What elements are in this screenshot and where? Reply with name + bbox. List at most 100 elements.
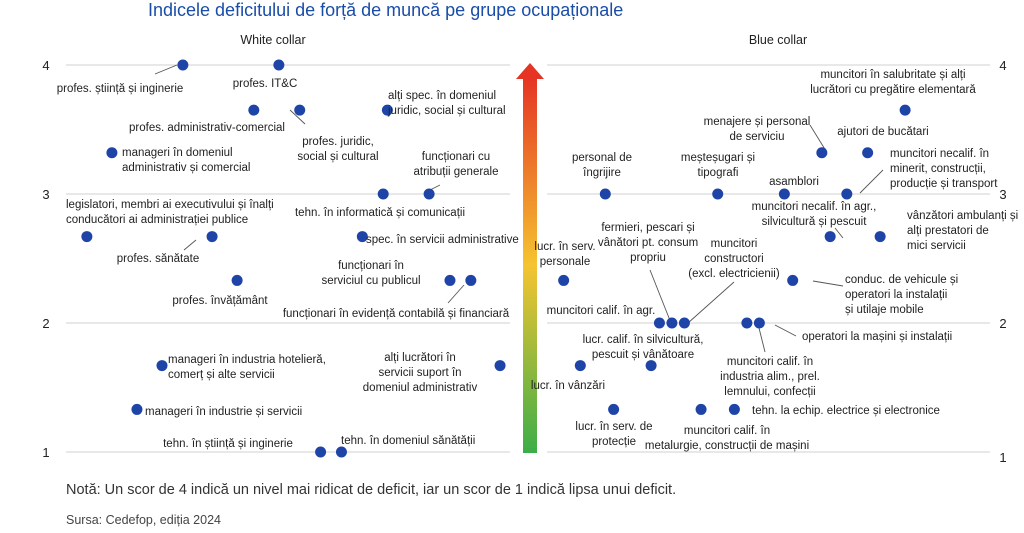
data-point-wc2 [273, 59, 285, 71]
point-label-bc11: conduc. de vehicule și operatori la insta… [845, 274, 958, 316]
y-tick-label-left: 4 [42, 58, 49, 73]
point-label-bc12: fermieri, pescari și vânători pt. consum p… [598, 222, 698, 264]
point-label-bc20: muncitori calif. în metalurgie, construcț… [645, 425, 809, 452]
point-label-wc5: profes. juridic, social și cultural [297, 136, 378, 163]
point-label-wc2: profes. IT&C [233, 78, 298, 90]
point-label-bc17: lucr. calif. în silvicultură, pescuit și … [583, 334, 704, 361]
data-point-bc2 [816, 147, 828, 159]
point-label-bc1: muncitori în salubritate și alți lucrător… [810, 69, 976, 96]
chart-title: Indicele deficitului de forță de muncă p… [148, 0, 623, 20]
leader-line [649, 269, 672, 324]
panel-title: Blue collar [749, 33, 807, 47]
data-point-wc8 [377, 188, 389, 200]
point-label-bc5: meșteșugari și tipografi [681, 152, 755, 179]
data-point-bc13 [678, 317, 690, 329]
point-label-bc2: menajere și personal de serviciu [704, 116, 811, 143]
data-point-wc4 [248, 104, 260, 116]
leader-line [859, 169, 884, 194]
y-tick-label-left: 1 [42, 445, 49, 460]
leader-line [289, 109, 306, 125]
data-point-bc19 [608, 403, 620, 415]
point-label-wc1: profes. știință și inginerie [57, 83, 184, 95]
point-label-bc6: asamblori [769, 176, 819, 188]
leader-line [183, 239, 197, 251]
y-tick-label-right: 4 [999, 58, 1006, 73]
point-label-wc15: manageri în industria hotelieră, comerț ș… [168, 354, 326, 381]
data-point-bc6 [778, 188, 790, 200]
leader-line [687, 281, 735, 324]
data-point-wc3 [381, 104, 393, 116]
data-point-wc15 [156, 360, 168, 372]
data-point-bc21 [728, 403, 740, 415]
data-point-bc11 [787, 274, 799, 286]
point-label-wc4: profes. administrativ-comercial [129, 122, 285, 134]
data-point-bc14 [653, 317, 665, 329]
data-point-bc5 [712, 188, 724, 200]
leader-line [834, 227, 844, 239]
data-point-bc17 [645, 360, 657, 372]
data-point-wc1 [177, 59, 189, 71]
data-point-bc7 [841, 188, 853, 200]
point-label-bc18: lucr. în vânzări [531, 380, 605, 392]
point-label-wc13: funcționari în evidență contabilă și fin… [283, 308, 510, 320]
point-label-wc8: tehn. în informatică și comunicații [295, 207, 465, 219]
data-point-wc12 [444, 274, 456, 286]
data-point-wc5 [294, 104, 306, 116]
y-tick-label-left: 3 [42, 187, 49, 202]
point-label-bc7: muncitori necalif. în minerit, construcți… [890, 148, 998, 190]
y-tick-label-right: 3 [999, 187, 1006, 202]
data-point-bc10 [558, 274, 570, 286]
data-point-bc3 [862, 147, 874, 159]
point-label-bc13: muncitori constructori (excl. electricieni… [688, 238, 780, 280]
data-point-wc18 [315, 446, 327, 458]
point-label-wc19: tehn. în domeniul sănătății [341, 435, 475, 447]
point-label-wc11: spec. în servicii administrative [366, 234, 519, 246]
data-point-wc16 [494, 360, 506, 372]
leader-line [774, 324, 797, 337]
data-point-bc8 [824, 231, 836, 243]
point-label-bc16: operatori la mașini și instalații [802, 331, 952, 343]
point-label-bc21: tehn. la echip. electrice și electronice [752, 405, 940, 417]
leader-line [154, 64, 178, 75]
point-label-wc3: alți spec. în domeniul juridic, social și… [387, 90, 506, 117]
data-point-bc9 [874, 231, 886, 243]
data-point-wc6 [106, 147, 118, 159]
data-point-wc13 [465, 274, 477, 286]
data-point-bc18 [574, 360, 586, 372]
point-label-wc14: profes. învățământ [172, 295, 268, 307]
point-label-wc16: alți lucrători în servicii suport în domen… [363, 352, 478, 394]
point-label-bc15: muncitori calif. în industria alim., prel… [720, 356, 820, 398]
leader-line [447, 284, 465, 304]
data-point-bc16 [753, 317, 765, 329]
data-point-bc20 [695, 403, 707, 415]
point-label-wc10: profes. sănătate [117, 253, 199, 265]
data-point-wc17 [131, 403, 143, 415]
chart-note: Notă: Un scor de 4 indică un nivel mai r… [66, 482, 677, 498]
shortage-scale-arrow [516, 63, 544, 453]
point-label-wc7: funcționari cu atribuții generale [413, 151, 498, 178]
data-point-wc11 [356, 231, 368, 243]
data-point-bc4 [599, 188, 611, 200]
data-point-wc14 [231, 274, 243, 286]
data-point-wc10 [206, 231, 218, 243]
point-label-wc12: funcționari în serviciul cu publicul [321, 260, 420, 287]
point-label-bc10: lucr. în serv. personale [534, 241, 595, 268]
point-label-bc9: vânzători ambulanți și alți prestatori de… [907, 210, 1018, 252]
point-label-wc17: manageri în industrie și servicii [145, 406, 302, 418]
leader-line [757, 323, 766, 353]
data-point-wc7 [423, 188, 435, 200]
y-tick-label-left: 2 [42, 316, 49, 331]
point-label-wc18: tehn. în știință și inginerie [163, 438, 293, 450]
data-point-wc9 [81, 231, 93, 243]
chart-source: Sursa: Cedefop, ediția 2024 [66, 513, 221, 527]
data-point-bc15 [741, 317, 753, 329]
leader-line [812, 280, 844, 287]
point-label-bc3: ajutori de bucătari [837, 126, 928, 138]
point-label-bc4: personal de îngrijire [572, 152, 632, 179]
y-tick-label-right: 2 [999, 316, 1006, 331]
point-label-bc8: muncitori necalif. în agr., silvicultură … [752, 201, 877, 228]
data-point-bc12 [666, 317, 678, 329]
leader-line [809, 124, 827, 152]
point-label-bc19: lucr. în serv. de protecție [575, 421, 652, 448]
